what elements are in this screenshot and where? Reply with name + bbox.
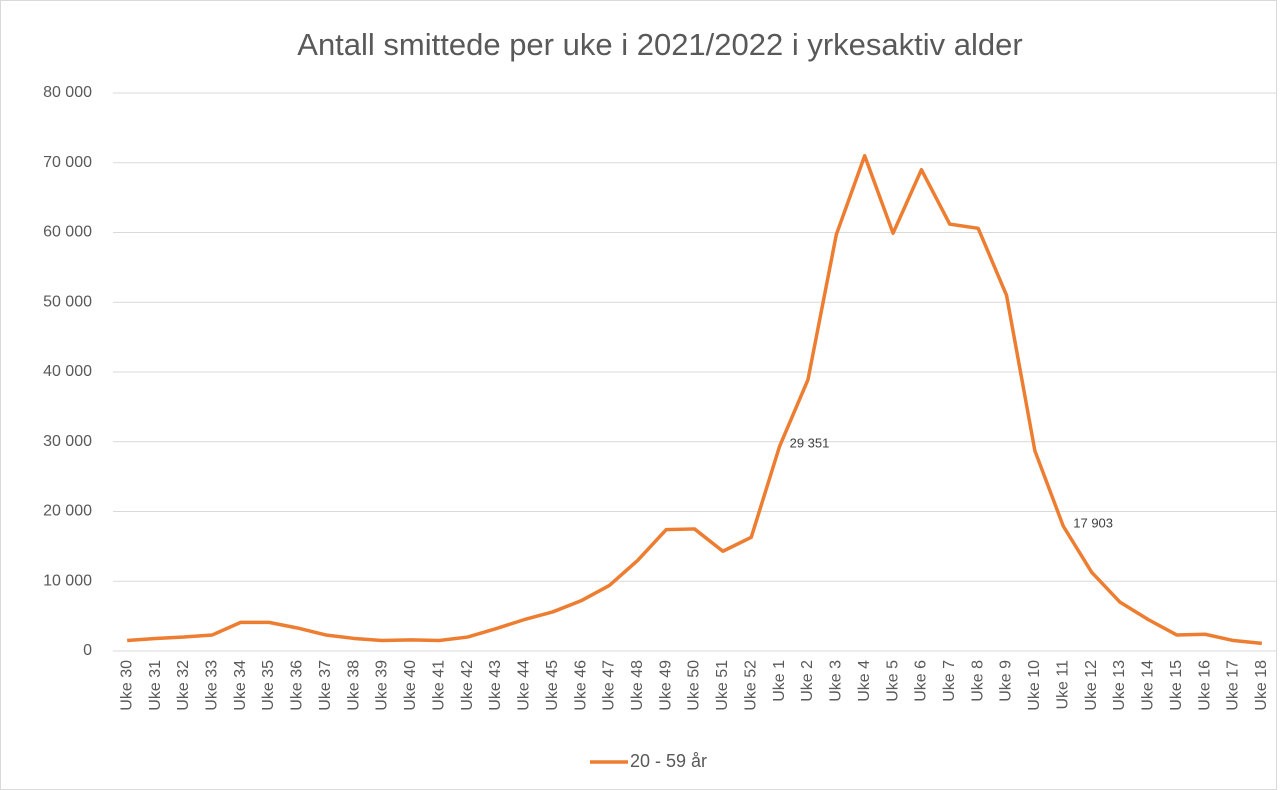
x-tick-label: Uke 4 <box>856 660 873 702</box>
y-tick-label: 70 000 <box>43 154 92 171</box>
x-tick-label: Uke 15 <box>1168 660 1185 711</box>
x-tick-label: Uke 18 <box>1253 660 1270 711</box>
x-tick-label: Uke 47 <box>601 660 618 711</box>
x-tick-label: Uke 40 <box>402 660 419 711</box>
x-tick-label: Uke 12 <box>1083 660 1100 711</box>
y-tick-label: 80 000 <box>43 84 92 101</box>
legend-label: 20 - 59 år <box>630 751 707 771</box>
y-tick-label: 50 000 <box>43 293 92 310</box>
x-tick-label: Uke 11 <box>1054 660 1071 710</box>
y-tick-label: 60 000 <box>43 224 92 241</box>
x-tick-label: Uke 30 <box>118 660 135 711</box>
x-tick-label: Uke 48 <box>629 660 646 711</box>
x-tick-label: Uke 32 <box>175 660 192 711</box>
x-tick-label: Uke 10 <box>1026 660 1043 711</box>
x-tick-label: Uke 14 <box>1140 660 1157 711</box>
x-tick-label: Uke 45 <box>544 660 561 711</box>
x-tick-label: Uke 2 <box>799 660 816 702</box>
y-tick-label: 20 000 <box>43 503 92 520</box>
x-tick-label: Uke 13 <box>1111 660 1128 711</box>
x-tick-label: Uke 52 <box>742 660 759 711</box>
x-tick-label: Uke 9 <box>998 660 1015 702</box>
x-tick-label: Uke 5 <box>884 660 901 702</box>
x-tick-label: Uke 33 <box>203 660 220 711</box>
x-tick-label: Uke 43 <box>487 660 504 711</box>
x-tick-label: Uke 6 <box>913 660 930 702</box>
y-tick-label: 0 <box>83 642 92 659</box>
x-tick-label: Uke 36 <box>289 660 306 711</box>
data-line <box>127 154 1262 646</box>
x-tick-label: Uke 49 <box>657 660 674 711</box>
y-tick-label: 10 000 <box>43 572 92 589</box>
data-label: 29 351 <box>790 436 830 451</box>
x-tick-label: Uke 51 <box>714 660 731 711</box>
x-tick-label: Uke 41 <box>430 660 447 711</box>
y-tick-label: 40 000 <box>43 363 92 380</box>
y-tick-label: 30 000 <box>43 433 92 450</box>
x-tick-label: Uke 50 <box>686 660 703 711</box>
data-label: 17 903 <box>1073 516 1113 531</box>
x-tick-label: Uke 35 <box>260 660 277 711</box>
x-tick-label: Uke 42 <box>459 660 476 711</box>
x-tick-label: Uke 31 <box>147 660 164 711</box>
x-tick-label: Uke 16 <box>1196 660 1213 711</box>
x-tick-label: Uke 44 <box>516 660 533 711</box>
x-tick-label: Uke 1 <box>771 660 788 702</box>
x-tick-label: Uke 3 <box>828 660 845 702</box>
chart-title: Antall smittede per uke i 2021/2022 i yr… <box>297 27 1022 62</box>
x-tick-label: Uke 7 <box>941 660 958 702</box>
x-tick-label: Uke 38 <box>345 660 362 711</box>
x-tick-label: Uke 39 <box>374 660 391 711</box>
x-tick-label: Uke 34 <box>232 660 249 711</box>
x-tick-label: Uke 37 <box>317 660 334 711</box>
x-tick-label: Uke 8 <box>969 660 986 702</box>
x-tick-label: Uke 17 <box>1225 660 1242 711</box>
x-tick-label: Uke 46 <box>572 660 589 711</box>
